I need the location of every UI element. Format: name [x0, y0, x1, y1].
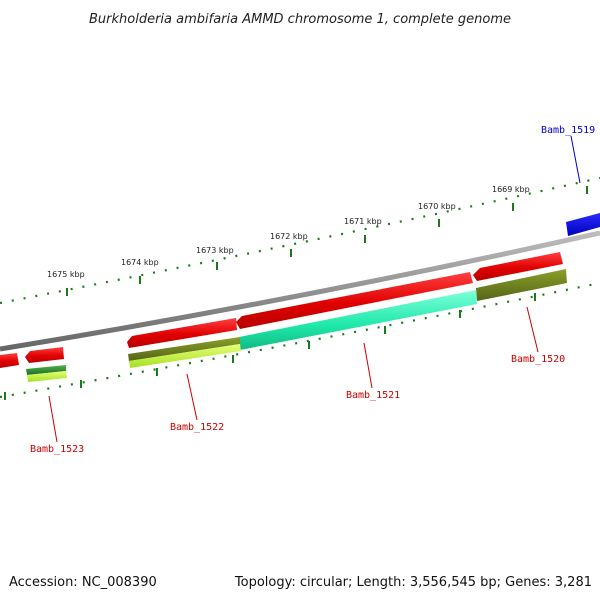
ruler-outer-dots: [0, 176, 600, 305]
kbp-label: 1670 kbp: [418, 202, 456, 211]
feature-lime-1522[interactable]: [129, 344, 241, 368]
feature-aqua-1521[interactable]: [239, 290, 477, 350]
kbp-label: 1671 kbp: [344, 217, 382, 226]
feature-olive-1520[interactable]: [476, 269, 567, 301]
kbp-label: 1672 kbp: [270, 232, 308, 241]
feature-lime-1523[interactable]: [27, 371, 67, 382]
feature-green-1523[interactable]: [26, 365, 66, 375]
gene-label-bamb-1520[interactable]: Bamb_1520: [511, 354, 565, 365]
leader-line-1522: [186, 373, 198, 421]
gene-label-bamb-1523[interactable]: Bamb_1523: [30, 444, 84, 455]
cds-bamb-1523[interactable]: [25, 347, 64, 363]
chromosome-backbone: [0, 230, 600, 352]
cds-row: [0, 252, 563, 368]
gene-label-bamb-1522[interactable]: Bamb_1522: [170, 422, 224, 433]
map-title: Burkholderia ambifaria AMMD chromosome 1…: [89, 12, 511, 27]
leader-line-1521: [363, 342, 373, 389]
cds-bamb-1522[interactable]: [127, 318, 237, 348]
kbp-label: 1674 kbp: [121, 258, 159, 267]
feature-row: [26, 269, 567, 382]
kbp-label: 1675 kbp: [47, 270, 85, 279]
leader-lines: [48, 135, 581, 443]
feature-bamb-1519[interactable]: [566, 213, 600, 236]
leader-line-1519: [570, 135, 581, 184]
cds-left-partial[interactable]: [0, 353, 19, 368]
ruler-inner-dots: [0, 281, 600, 399]
kbp-label: 1673 kbp: [196, 246, 234, 255]
ruler-outer: 1675 kbp 1674 kbp 1673 kbp 1672 kbp 1671…: [0, 176, 600, 305]
topology-text: Topology: circular; Length: 3,556,545 bp…: [234, 575, 592, 590]
leader-line-1520: [526, 306, 539, 353]
accession-text: Accession: NC_008390: [9, 575, 157, 590]
gene-label-bamb-1519[interactable]: Bamb_1519: [541, 125, 595, 136]
cds-bamb-1520[interactable]: [473, 252, 563, 281]
gene-label-bamb-1521[interactable]: Bamb_1521: [346, 390, 400, 401]
ruler-inner: [0, 281, 600, 400]
leader-line-1523: [48, 395, 58, 443]
feature-olive-1522[interactable]: [128, 337, 240, 361]
kbp-label: 1669 kbp: [492, 185, 530, 194]
cds-bamb-1521[interactable]: [236, 272, 473, 329]
